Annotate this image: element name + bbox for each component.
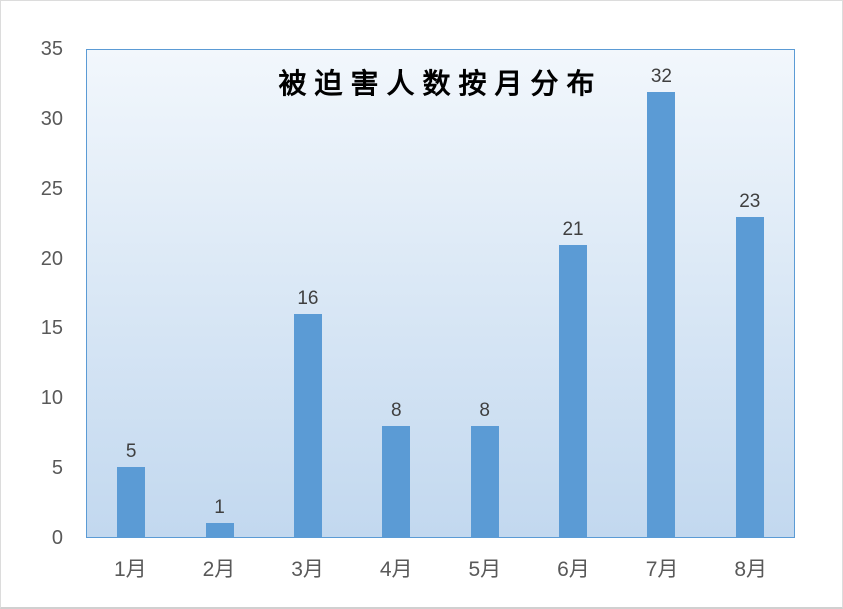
bar <box>559 244 588 537</box>
y-tick-label: 10 <box>40 387 63 410</box>
x-axis-tick-label: 2月 <box>202 558 236 581</box>
x-axis-tick-label: 3月 <box>291 558 324 581</box>
bar <box>735 216 764 537</box>
bar <box>382 425 411 537</box>
bar-slot: 5 <box>87 50 175 537</box>
bar-slot: 8 <box>441 50 529 537</box>
x-axis-tick-label: 6月 <box>557 558 590 581</box>
bars-row: 5 1 16 8 8 21 32 23 <box>87 50 794 537</box>
x-axis-labels: 1月 2月 3月 4月 5月 6月 7月 8月 <box>86 557 795 582</box>
bar-slot: 32 <box>617 50 705 537</box>
bar-value-label: 1 <box>214 497 225 519</box>
x-axis-tick-label: 1月 <box>113 558 147 581</box>
bar-value-label: 21 <box>562 218 584 240</box>
x-axis-tick-label: 8月 <box>734 558 768 581</box>
bar-value-label: 23 <box>739 190 761 212</box>
bar-slot: 8 <box>352 50 440 537</box>
bar <box>117 467 146 537</box>
y-tick-label: 35 <box>40 38 63 60</box>
y-tick-label: 0 <box>51 527 63 549</box>
bar-slot: 23 <box>706 50 794 537</box>
y-tick-label: 20 <box>40 247 63 270</box>
y-tick-label: 25 <box>40 177 63 200</box>
bar-slot: 21 <box>529 50 617 537</box>
y-tick-label: 5 <box>51 457 63 480</box>
bar-value-label: 16 <box>297 288 319 310</box>
x-axis-tick-label: 7月 <box>645 558 679 581</box>
y-tick-label: 15 <box>40 317 63 340</box>
bar-slot: 16 <box>264 50 352 537</box>
bar-slot: 1 <box>175 50 263 537</box>
y-axis-labels: 0 5 10 15 20 25 30 35 <box>1 39 65 548</box>
chart-title: 被迫害人数按月分布 <box>278 69 603 100</box>
bar-value-label: 8 <box>479 399 490 421</box>
bar <box>205 523 234 537</box>
bar <box>293 314 322 537</box>
bar <box>470 425 499 537</box>
bar <box>647 91 676 537</box>
plot-area: 5 1 16 8 8 21 32 23 <box>86 49 795 538</box>
x-axis-tick-label: 4月 <box>379 558 413 581</box>
bar-value-label: 32 <box>650 65 672 87</box>
bar-value-label: 5 <box>125 441 137 463</box>
x-axis-tick-label: 5月 <box>468 558 502 581</box>
bar-value-label: 8 <box>391 399 402 421</box>
y-tick-label: 30 <box>40 107 63 130</box>
